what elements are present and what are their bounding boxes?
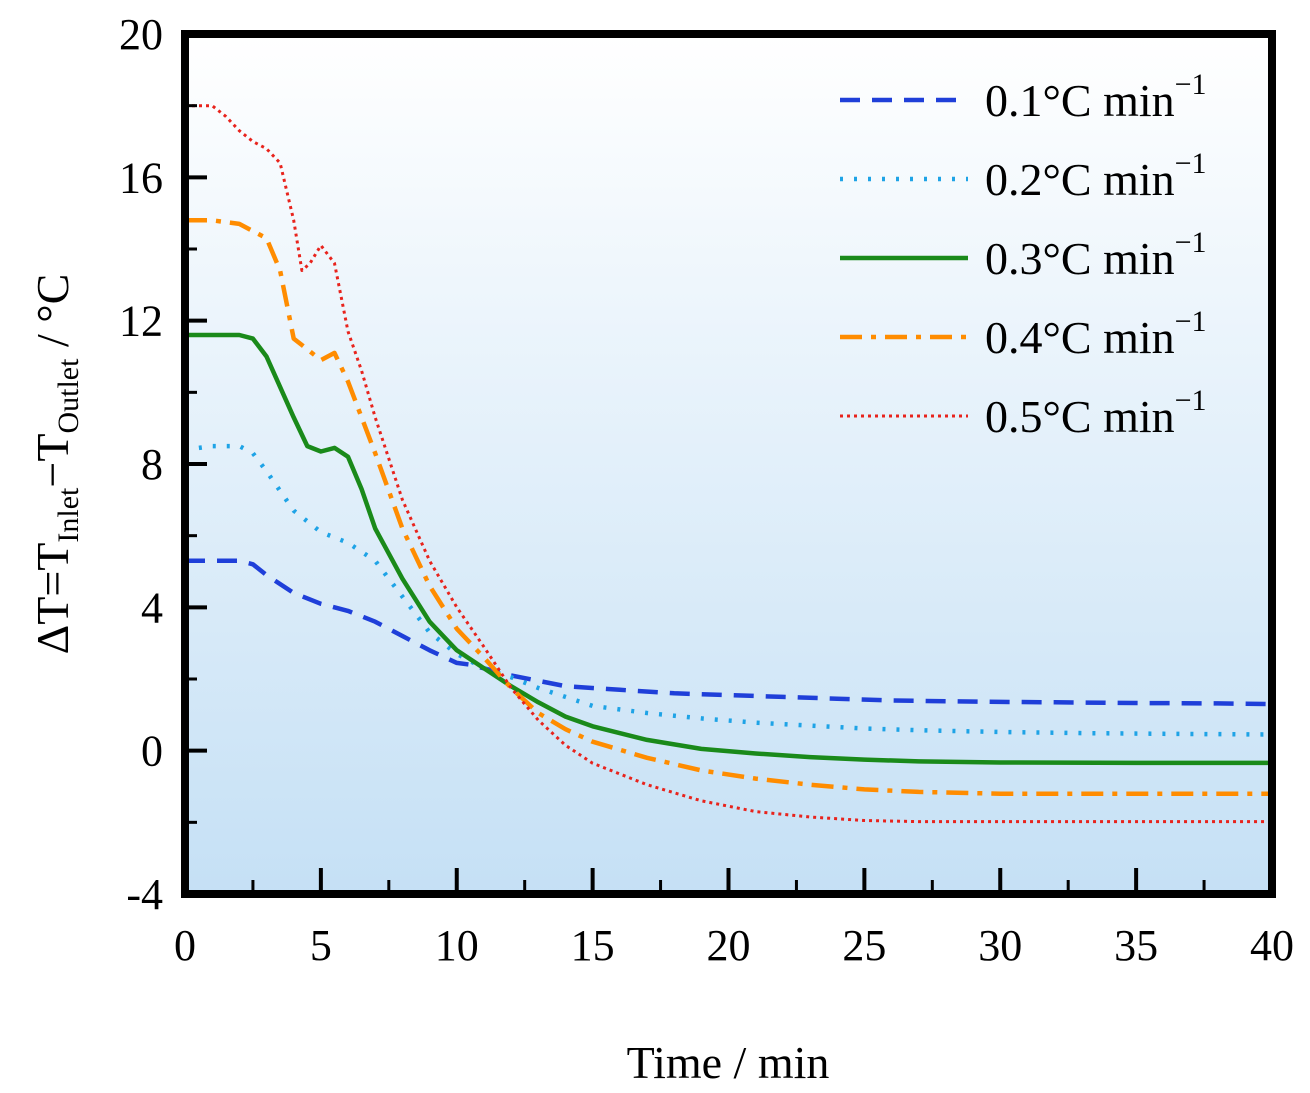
x-tick-label: 20 [707, 921, 751, 970]
series-layer [184, 104, 1273, 824]
legend-label-2: 0.2°C min−1 [985, 147, 1207, 205]
legend-label-3: 0.3°C min−1 [985, 226, 1207, 284]
series-line-2 [184, 443, 1273, 737]
legend-label-5: 0.5°C min−1 [985, 384, 1207, 442]
x-tick-label: 5 [310, 921, 332, 970]
legend-label-exponent: −1 [1175, 384, 1207, 417]
x-tick-label: 15 [571, 921, 615, 970]
series-line-5 [185, 104, 1272, 824]
legend-label-exponent: −1 [1175, 226, 1207, 259]
y-tick-label: 12 [119, 297, 163, 346]
y-axis-title-unit: / °C [27, 274, 78, 359]
legend-label-text: 0.4°C min [985, 312, 1175, 363]
x-tick-label: 10 [435, 921, 479, 970]
x-tick-label: 0 [174, 921, 196, 970]
legend: 0.1°C min−10.2°C min−10.3°C min−10.4°C m… [840, 68, 1207, 442]
y-tick-label: 20 [119, 10, 163, 59]
x-tick-label: 30 [978, 921, 1022, 970]
y-tick-label: 16 [119, 153, 163, 202]
y-tick-label: 8 [141, 440, 163, 489]
x-tick-label: 35 [1114, 921, 1158, 970]
legend-label-text: 0.5°C min [985, 391, 1175, 442]
y-axis-title-sub-outlet: Outlet [52, 358, 85, 434]
legend-label-text: 0.2°C min [985, 154, 1175, 205]
y-tick-label: -4 [126, 870, 163, 919]
series-line-4 [185, 218, 1272, 796]
y-tick-label: 0 [141, 727, 163, 776]
legend-label-1: 0.1°C min−1 [985, 68, 1207, 126]
x-tick-label: 40 [1250, 921, 1294, 970]
legend-label-exponent: −1 [1175, 305, 1207, 338]
y-axis-title-minus: −T [27, 434, 78, 488]
y-axis-title-prefix: ΔT=T [27, 543, 78, 655]
legend-label-text: 0.3°C min [985, 233, 1175, 284]
legend-label-exponent: −1 [1175, 68, 1207, 101]
x-tick-label: 25 [842, 921, 886, 970]
y-axis-title: ΔT=TInlet−TOutlet / °C [27, 274, 85, 655]
series-line-3 [185, 332, 1272, 766]
x-axis-title: Time / min [627, 1037, 830, 1088]
y-axis-title-sub-inlet: Inlet [52, 487, 85, 543]
legend-label-4: 0.4°C min−1 [985, 305, 1207, 363]
y-tick-label: 4 [141, 583, 163, 632]
legend-label-text: 0.1°C min [985, 75, 1175, 126]
legend-label-exponent: −1 [1175, 147, 1207, 180]
